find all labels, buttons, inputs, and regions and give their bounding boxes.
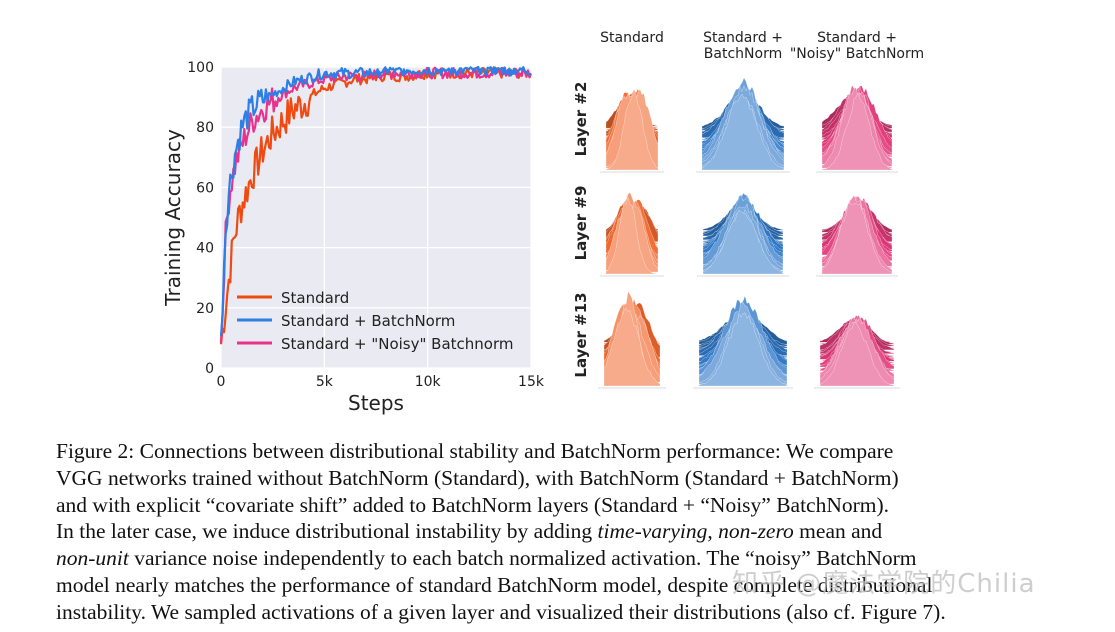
ridgeline-curve [605,196,659,275]
row-label: Layer #2 [572,82,590,157]
y-tick-label: 0 [205,361,214,377]
ridgeline-curve [605,90,659,171]
ridgeline-curve [821,202,893,275]
ridgeline-cell [814,314,900,389]
x-axis-label: Steps [348,391,404,415]
caption-text: model nearly matches the performance of … [56,572,933,597]
row-label: Layer #13 [572,292,590,377]
caption-line: and with explicit “covariate shift” adde… [56,492,1056,519]
caption-italic-text: non-unit [56,546,129,571]
x-tick-label: 5k [316,374,334,390]
ridgeline-curve [698,312,788,387]
ridgeline-curve [821,92,893,171]
ridgeline-cell [598,290,666,389]
caption-line: instability. We sampled activations of a… [56,599,1056,626]
column-label: Standard [600,30,664,46]
x-tick-label: 15k [518,374,545,390]
ridgeline-cell [697,192,789,277]
caption-italic-text: time-varying [597,519,708,544]
row-label: Layer #9 [572,186,590,261]
legend-label: Standard + BatchNorm [281,312,455,330]
caption-line: In the later case, we induce distributio… [56,518,1056,545]
caption-text: , [707,519,719,544]
column-label: BatchNorm [704,46,782,62]
y-axis-label: Training Accuracy [161,129,185,307]
y-tick-label: 100 [187,60,214,76]
caption-text: variance noise independently to each bat… [128,546,917,571]
caption-text: Figure 2: Connections between distributi… [56,439,894,463]
caption-line: non-unit variance noise independently to… [56,545,1056,572]
watermark: 知乎 @魔法学院的Chilia [732,569,1036,599]
caption-text: VGG networks trained without BatchNorm (… [56,465,899,490]
caption-line: VGG networks trained without BatchNorm (… [56,465,1056,492]
ridgeline-cell [816,193,898,277]
series-line-2 [219,65,532,337]
y-tick-label: 20 [196,301,214,317]
caption-italic-text: non-zero [718,519,794,544]
ridgeline-cell [696,77,790,173]
x-tick-label: 10k [415,374,442,390]
caption-text: and with explicit “covariate shift” adde… [56,492,890,517]
ridgeline-curve [603,307,661,387]
ridgeline-cell [816,84,898,173]
accuracy-plot: 0 5k 10k 15k 0 20 40 60 80 100 Steps Training Accur… [161,60,545,415]
y-tick-label: 80 [196,120,214,136]
caption-line: model nearly matches the performance of … [56,572,1056,599]
column-label: "Noisy" BatchNorm [790,46,924,62]
ridgeline-curve [702,209,784,275]
ridgeline-curve [819,322,895,387]
ridgeline-cell [600,192,664,277]
caption-line: Figure 2: Connections between distributi… [56,438,1056,465]
legend-label: Standard + "Noisy" Batchnorm [281,335,514,353]
series-line-3 [219,66,533,344]
caption-text: In the later case, we induce distributio… [56,519,598,544]
caption-text: instability. We sampled activations of a… [56,599,946,624]
y-tick-label: 60 [196,180,214,196]
x-tick-label: 0 [217,374,226,390]
figure-caption: Figure 2: Connections between distributi… [56,438,1056,626]
y-tick-label: 40 [196,241,214,257]
caption-text: mean and [793,519,883,544]
column-label: Standard + [703,30,783,46]
ridgeline-curve [701,93,785,171]
column-label: Standard + [817,30,897,46]
ridgeline-cell [693,294,793,389]
legend-label: Standard [281,289,349,307]
ridgeline-cell [600,87,664,173]
figure-panel: 0 5k 10k 15k 0 20 40 60 80 100 Steps Training Accur… [161,30,924,415]
